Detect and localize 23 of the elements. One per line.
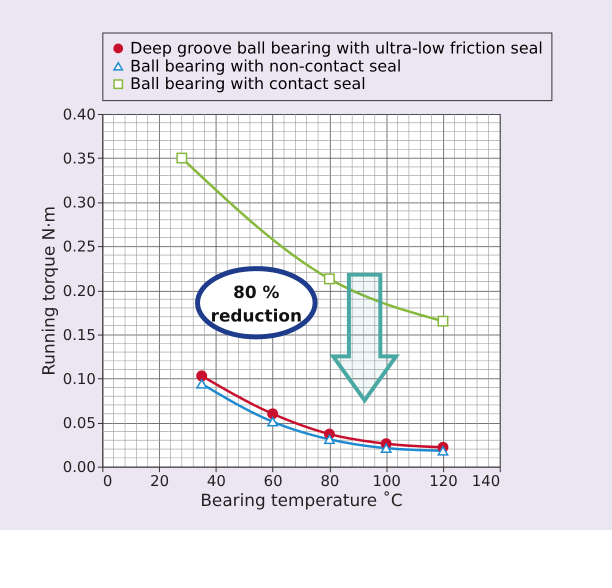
- y-tick-label: 0.10: [62, 370, 96, 388]
- x-tick-label: 40: [206, 472, 226, 490]
- x-axis-title: Bearing temperature ˚C: [200, 490, 403, 510]
- y-tick-label: 0.05: [62, 414, 96, 432]
- y-tick-label: 0.40: [62, 105, 96, 124]
- x-tick-label: 100: [372, 472, 401, 490]
- y-tick-label: 0.35: [62, 150, 96, 168]
- legend-label: Deep groove ball bearing with ultra-low friction seal: [130, 38, 543, 58]
- y-tick-label: 0.20: [62, 282, 96, 300]
- x-tick-label: 60: [264, 472, 283, 490]
- y-tick-label: 0.30: [62, 194, 96, 212]
- x-tick-label: 140: [472, 472, 500, 490]
- y-tick-label: 0.15: [62, 326, 96, 344]
- x-tick-label: 20: [150, 472, 170, 490]
- y-tick-label: 0.00: [62, 458, 96, 476]
- x-tick-label: 0: [102, 472, 112, 490]
- annotation: 80 % reduction: [210, 282, 302, 326]
- y-axis-title: Running torque N·m: [38, 206, 59, 376]
- legend-label: Ball bearing with non-contact seal: [130, 56, 402, 76]
- y-tick-label: 0.25: [62, 238, 96, 256]
- x-tick-label: 80: [320, 472, 340, 490]
- x-tick-label: 120: [429, 472, 458, 490]
- legend-label: Ball bearing with contact seal: [130, 74, 366, 94]
